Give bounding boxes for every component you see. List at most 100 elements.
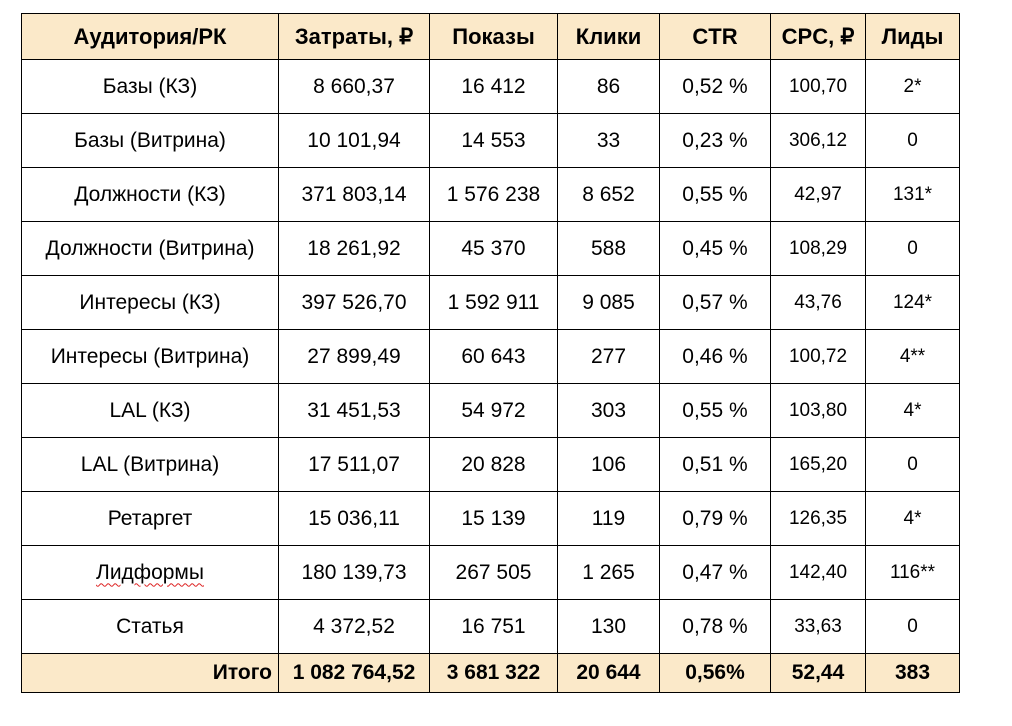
total-impressions: 3 681 322 bbox=[429, 653, 558, 693]
header-clicks: Клики bbox=[557, 13, 660, 60]
ad-results-table: Аудитория/РК Затраты, ₽ Показы Клики CTR… bbox=[21, 13, 960, 693]
impressions-cell: 16 751 bbox=[429, 599, 558, 654]
table-row: LAL (КЗ) 31 451,53 54 972 303 0,55 % 103,80 4* bbox=[21, 383, 960, 438]
table-row: LAL (Витрина) 17 511,07 20 828 106 0,51 % 165… bbox=[21, 437, 960, 492]
header-ctr: CTR bbox=[659, 13, 771, 60]
leads-cell: 0 bbox=[865, 437, 960, 492]
header-impressions: Показы bbox=[429, 13, 558, 60]
impressions-cell: 15 139 bbox=[429, 491, 558, 546]
impressions-cell: 54 972 bbox=[429, 383, 558, 438]
cost-cell: 4 372,52 bbox=[278, 599, 430, 654]
cost-cell: 18 261,92 bbox=[278, 221, 430, 276]
cpc-cell: 306,12 bbox=[770, 113, 866, 168]
table-header-row: Аудитория/РК Затраты, ₽ Показы Клики CTR… bbox=[21, 13, 960, 60]
audience-cell: Ретаргет bbox=[21, 491, 279, 546]
cpc-cell: 33,63 bbox=[770, 599, 866, 654]
leads-cell: 4* bbox=[865, 383, 960, 438]
total-cost: 1 082 764,52 bbox=[278, 653, 430, 693]
table-row: Должности (Витрина) 18 261,92 45 370 588 0,4… bbox=[21, 221, 960, 276]
header-leads: Лиды bbox=[865, 13, 960, 60]
clicks-cell: 8 652 bbox=[557, 167, 660, 222]
impressions-cell: 60 643 bbox=[429, 329, 558, 384]
leads-cell: 4* bbox=[865, 491, 960, 546]
ctr-cell: 0,51 % bbox=[659, 437, 771, 492]
table-row: Ретаргет 15 036,11 15 139 119 0,79 % 126,35 4* bbox=[21, 491, 960, 546]
spellcheck-flagged-text: Лидформы bbox=[96, 560, 204, 584]
audience-cell: Должности (Витрина) bbox=[21, 221, 279, 276]
cpc-cell: 103,80 bbox=[770, 383, 866, 438]
header-audience: Аудитория/РК bbox=[21, 13, 279, 60]
total-clicks: 20 644 bbox=[557, 653, 660, 693]
clicks-cell: 119 bbox=[557, 491, 660, 546]
total-cpc: 52,44 bbox=[770, 653, 866, 693]
leads-cell: 2* bbox=[865, 59, 960, 114]
impressions-cell: 45 370 bbox=[429, 221, 558, 276]
ctr-cell: 0,55 % bbox=[659, 167, 771, 222]
clicks-cell: 1 265 bbox=[557, 545, 660, 600]
cost-cell: 15 036,11 bbox=[278, 491, 430, 546]
clicks-cell: 86 bbox=[557, 59, 660, 114]
cpc-cell: 165,20 bbox=[770, 437, 866, 492]
header-cpc: CPC, ₽ bbox=[770, 13, 866, 60]
ctr-cell: 0,52 % bbox=[659, 59, 771, 114]
ctr-cell: 0,47 % bbox=[659, 545, 771, 600]
cost-cell: 10 101,94 bbox=[278, 113, 430, 168]
impressions-cell: 20 828 bbox=[429, 437, 558, 492]
clicks-cell: 33 bbox=[557, 113, 660, 168]
ctr-cell: 0,55 % bbox=[659, 383, 771, 438]
cost-cell: 31 451,53 bbox=[278, 383, 430, 438]
table-row: Интересы (Витрина) 27 899,49 60 643 277 0,46… bbox=[21, 329, 960, 384]
header-cost: Затраты, ₽ bbox=[278, 13, 430, 60]
audience-cell: Должности (КЗ) bbox=[21, 167, 279, 222]
impressions-cell: 16 412 bbox=[429, 59, 558, 114]
audience-cell: Статья bbox=[21, 599, 279, 654]
cpc-cell: 100,70 bbox=[770, 59, 866, 114]
cpc-cell: 108,29 bbox=[770, 221, 866, 276]
cpc-cell: 42,97 bbox=[770, 167, 866, 222]
clicks-cell: 588 bbox=[557, 221, 660, 276]
leads-cell: 0 bbox=[865, 113, 960, 168]
leads-cell: 0 bbox=[865, 599, 960, 654]
ctr-cell: 0,79 % bbox=[659, 491, 771, 546]
cost-cell: 8 660,37 bbox=[278, 59, 430, 114]
impressions-cell: 267 505 bbox=[429, 545, 558, 600]
cost-cell: 17 511,07 bbox=[278, 437, 430, 492]
cost-cell: 397 526,70 bbox=[278, 275, 430, 330]
total-ctr: 0,56% bbox=[659, 653, 771, 693]
leads-cell: 116** bbox=[865, 545, 960, 600]
table-total-row: Итого 1 082 764,52 3 681 322 20 644 0,56… bbox=[21, 653, 960, 693]
leads-cell: 124* bbox=[865, 275, 960, 330]
impressions-cell: 14 553 bbox=[429, 113, 558, 168]
leads-cell: 131* bbox=[865, 167, 960, 222]
ctr-cell: 0,78 % bbox=[659, 599, 771, 654]
table-row: Должности (КЗ) 371 803,14 1 576 238 8 652 0,… bbox=[21, 167, 960, 222]
audience-cell: Базы (КЗ) bbox=[21, 59, 279, 114]
cpc-cell: 142,40 bbox=[770, 545, 866, 600]
impressions-cell: 1 576 238 bbox=[429, 167, 558, 222]
table-row: Интересы (КЗ) 397 526,70 1 592 911 9 085 0,5… bbox=[21, 275, 960, 330]
clicks-cell: 277 bbox=[557, 329, 660, 384]
cost-cell: 27 899,49 bbox=[278, 329, 430, 384]
audience-cell: Интересы (КЗ) bbox=[21, 275, 279, 330]
cpc-cell: 100,72 bbox=[770, 329, 866, 384]
cpc-cell: 126,35 bbox=[770, 491, 866, 546]
table-row: Статья 4 372,52 16 751 130 0,78 % 33,63 0 bbox=[21, 599, 960, 654]
table-row: Лидформы 180 139,73 267 505 1 265 0,47 % 142,… bbox=[21, 545, 960, 600]
cpc-cell: 43,76 bbox=[770, 275, 866, 330]
audience-cell: LAL (Витрина) bbox=[21, 437, 279, 492]
ctr-cell: 0,45 % bbox=[659, 221, 771, 276]
ctr-cell: 0,46 % bbox=[659, 329, 771, 384]
leads-cell: 4** bbox=[865, 329, 960, 384]
ctr-cell: 0,57 % bbox=[659, 275, 771, 330]
cost-cell: 180 139,73 bbox=[278, 545, 430, 600]
total-label: Итого bbox=[21, 653, 279, 693]
clicks-cell: 9 085 bbox=[557, 275, 660, 330]
clicks-cell: 303 bbox=[557, 383, 660, 438]
audience-cell: Интересы (Витрина) bbox=[21, 329, 279, 384]
clicks-cell: 106 bbox=[557, 437, 660, 492]
audience-cell: LAL (КЗ) bbox=[21, 383, 279, 438]
leads-cell: 0 bbox=[865, 221, 960, 276]
cost-cell: 371 803,14 bbox=[278, 167, 430, 222]
audience-cell: Базы (Витрина) bbox=[21, 113, 279, 168]
clicks-cell: 130 bbox=[557, 599, 660, 654]
